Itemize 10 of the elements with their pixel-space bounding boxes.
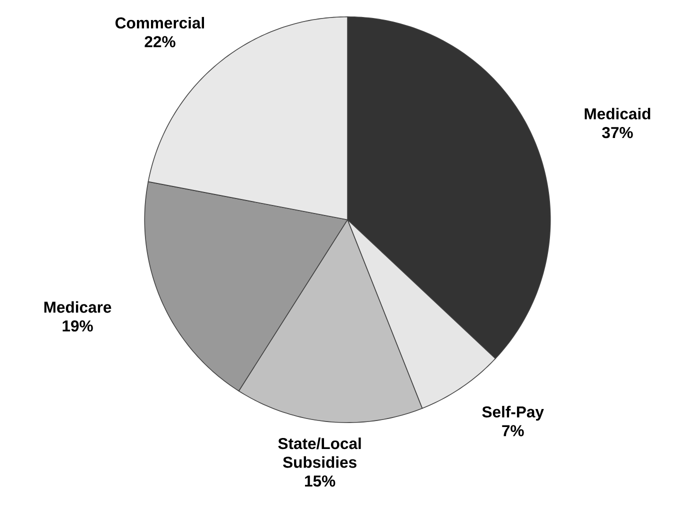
data-label: 37% (602, 126, 633, 138)
slice-label: Commercial (115, 16, 204, 28)
slice-label: State/Local Subsidies (278, 437, 361, 468)
data-label: 7% (502, 424, 524, 436)
slice-label: Medicaid (584, 108, 650, 120)
slice-label: Medicare (44, 301, 112, 313)
data-label: 22% (144, 36, 176, 48)
data-label: 19% (62, 320, 93, 332)
slice-label: Self-Pay (482, 406, 544, 420)
data-label: 15% (305, 475, 336, 486)
